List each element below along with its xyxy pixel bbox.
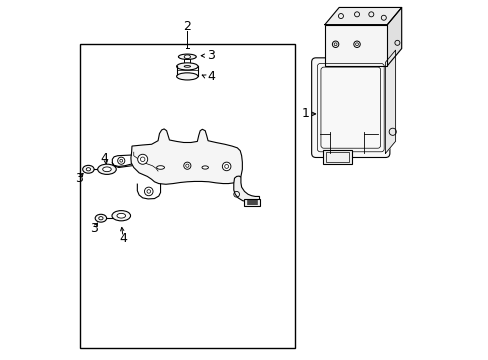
Ellipse shape: [112, 211, 130, 221]
Ellipse shape: [95, 214, 106, 222]
Ellipse shape: [98, 164, 116, 174]
Ellipse shape: [202, 166, 208, 169]
Text: 4: 4: [101, 152, 108, 165]
Ellipse shape: [102, 167, 111, 172]
Ellipse shape: [99, 217, 103, 220]
Bar: [323, 150, 351, 164]
Text: 1: 1: [302, 107, 309, 120]
Bar: [325, 152, 348, 162]
Polygon shape: [386, 8, 401, 66]
Bar: [324, 24, 386, 66]
Circle shape: [183, 162, 190, 169]
Polygon shape: [385, 50, 395, 153]
Polygon shape: [131, 129, 242, 184]
Circle shape: [222, 162, 230, 171]
Bar: [80, 44, 294, 348]
Text: 2: 2: [183, 20, 191, 33]
Ellipse shape: [156, 166, 164, 169]
Polygon shape: [233, 176, 259, 202]
Text: 3: 3: [90, 222, 98, 235]
Ellipse shape: [176, 63, 198, 70]
Polygon shape: [244, 199, 259, 206]
Text: 3: 3: [206, 49, 214, 62]
Ellipse shape: [86, 168, 90, 171]
Circle shape: [138, 154, 147, 164]
Ellipse shape: [117, 213, 125, 218]
Text: 3: 3: [75, 172, 83, 185]
FancyBboxPatch shape: [311, 58, 389, 157]
Polygon shape: [324, 8, 401, 24]
Ellipse shape: [176, 73, 198, 80]
Ellipse shape: [178, 54, 196, 59]
Ellipse shape: [82, 165, 94, 173]
Text: 4: 4: [206, 70, 214, 83]
Text: 4: 4: [120, 233, 127, 246]
